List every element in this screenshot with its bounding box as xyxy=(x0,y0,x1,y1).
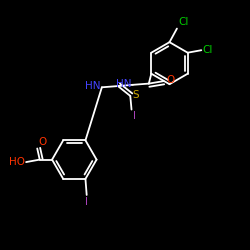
Text: Cl: Cl xyxy=(178,17,188,27)
Text: HN: HN xyxy=(116,78,132,88)
Text: HN: HN xyxy=(85,81,100,91)
Text: I: I xyxy=(85,198,88,207)
Text: HO: HO xyxy=(9,157,25,167)
Text: S: S xyxy=(133,90,140,100)
Text: I: I xyxy=(133,111,136,121)
Text: O: O xyxy=(38,136,47,146)
Text: Cl: Cl xyxy=(202,45,213,55)
Text: O: O xyxy=(166,75,174,85)
